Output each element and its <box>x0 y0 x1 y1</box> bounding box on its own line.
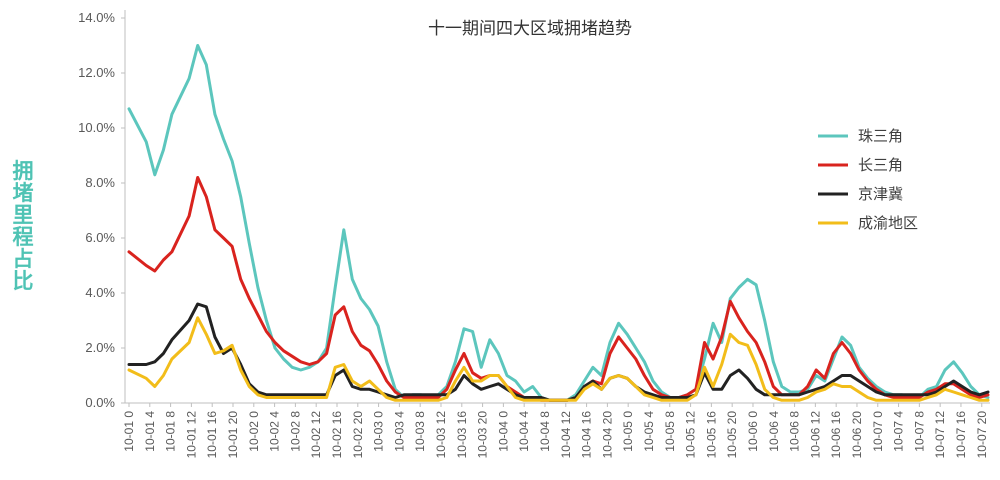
x-tick-label: 10-03 16 <box>455 411 469 459</box>
x-tick-label: 10-06 20 <box>850 411 864 459</box>
x-tick-label: 10-06 16 <box>829 411 843 459</box>
x-tick-label: 10-07 12 <box>933 411 947 459</box>
legend-label: 成渝地区 <box>858 214 918 232</box>
x-tick-label: 10-04 20 <box>600 411 614 459</box>
legend-label: 珠三角 <box>858 127 903 145</box>
x-tick-label: 10-06 0 <box>746 411 760 452</box>
series-line-3 <box>127 316 990 402</box>
y-tick-label: 14.0% <box>78 10 115 25</box>
x-tick-label: 10-07 20 <box>975 411 989 459</box>
x-tick-label: 10-02 0 <box>247 411 261 452</box>
y-tick-labels: 0.0% 2.0% 4.0% 6.0% 8.0% 10.0% 12.0% 14.0% <box>78 10 125 410</box>
x-tick-label: 10-03 4 <box>392 411 406 452</box>
x-tick-label: 10-06 4 <box>767 411 781 452</box>
x-tick-label: 10-06 12 <box>808 411 822 459</box>
x-tick-label: 10-05 16 <box>704 411 718 459</box>
x-tick-label: 10-07 4 <box>892 411 906 452</box>
x-tick-label: 10-05 12 <box>684 411 698 459</box>
x-tick-label: 10-04 4 <box>517 411 531 452</box>
y-tick-label: 10.0% <box>78 120 115 135</box>
x-tick-label: 10-04 0 <box>496 411 510 452</box>
x-tick-label: 10-05 0 <box>621 411 635 452</box>
y-tick-label: 8.0% <box>85 175 115 190</box>
x-tick-label: 10-01 12 <box>184 411 198 459</box>
x-tick-label: 10-04 16 <box>580 411 594 459</box>
x-tick-label: 10-04 12 <box>559 411 573 459</box>
x-tick-label: 10-01 20 <box>226 411 240 459</box>
x-tick-labels: 10-01 0 10-01 4 10-01 8 10-01 12 10-01 16 10-… <box>122 403 989 458</box>
axes <box>124 10 990 404</box>
x-tick-label: 10-02 4 <box>268 411 282 452</box>
series-line-2 <box>127 302 990 402</box>
x-tick-label: 10-05 4 <box>642 411 656 452</box>
x-tick-label: 10-03 0 <box>372 411 386 452</box>
x-tick-label: 10-07 8 <box>912 411 926 452</box>
chart-title: 十一期间四大区域拥堵趋势 <box>428 19 632 39</box>
x-tick-label: 10-01 8 <box>164 411 178 452</box>
x-tick-label: 10-06 8 <box>788 411 802 452</box>
x-tick-label: 10-04 8 <box>538 411 552 452</box>
x-tick-label: 10-01 0 <box>122 411 136 452</box>
x-tick-label: 10-01 4 <box>143 411 157 452</box>
y-tick-label: 4.0% <box>85 285 115 300</box>
x-tick-label: 10-02 16 <box>330 411 344 459</box>
y-tick-label: 12.0% <box>78 65 115 80</box>
x-tick-label: 10-07 16 <box>954 411 968 459</box>
legend-label: 长三角 <box>858 156 903 174</box>
series-lines <box>127 44 990 402</box>
y-tick-label: 2.0% <box>85 340 115 355</box>
x-tick-label: 10-02 20 <box>351 411 365 459</box>
legend-label: 京津冀 <box>858 185 903 203</box>
x-tick-label: 10-07 0 <box>871 411 885 452</box>
x-tick-label: 10-05 8 <box>663 411 677 452</box>
y-axis-label: 拥堵里程占比 <box>12 159 34 293</box>
x-tick-label: 10-02 8 <box>288 411 302 452</box>
y-tick-label: 6.0% <box>85 230 115 245</box>
x-tick-label: 10-05 20 <box>725 411 739 459</box>
x-tick-label: 10-03 8 <box>413 411 427 452</box>
x-tick-label: 10-01 16 <box>205 411 219 459</box>
x-tick-label: 10-03 12 <box>434 411 448 459</box>
x-tick-label: 10-02 12 <box>309 411 323 459</box>
y-tick-label: 0.0% <box>85 395 115 410</box>
x-tick-label: 10-03 20 <box>476 411 490 459</box>
